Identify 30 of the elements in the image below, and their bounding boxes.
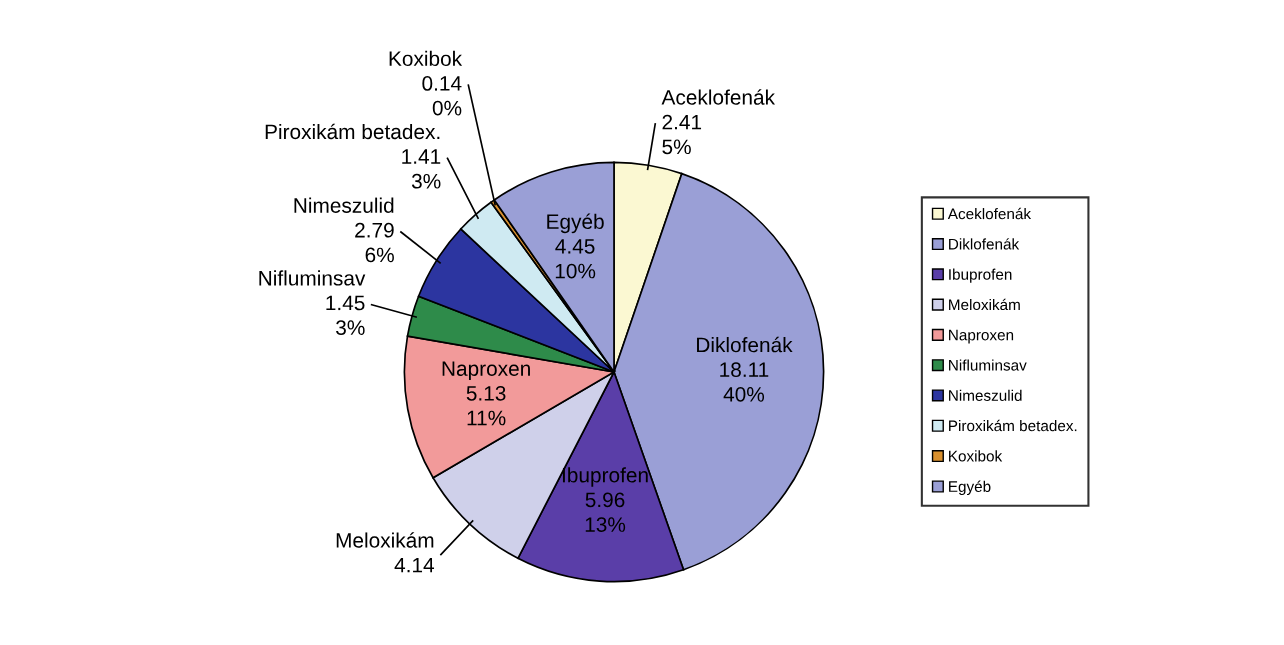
data-label: 2.79 6%	[355, 222, 394, 263]
legend-label: Ibuprofen	[949, 268, 1012, 283]
slice-label: Naproxen	[442, 361, 530, 381]
data-label: 4.14	[394, 557, 435, 573]
legend-label: Koxibok	[949, 450, 1003, 462]
slice-label: Egyéb	[547, 213, 604, 234]
legend-label: Naproxen	[949, 329, 1014, 344]
data-label: 4.45 10%	[555, 239, 596, 279]
data-label: 1.41 3%	[402, 149, 441, 189]
slice-label: Meloxikám	[336, 532, 434, 548]
legend-label: Aceklofenák	[947, 207, 1032, 220]
legend-label: Egyéb	[949, 480, 991, 496]
data-label: 18.11 40%	[720, 362, 769, 402]
legend-label: Nifluminsav	[949, 359, 1027, 371]
slice-label: Nimeszulid	[294, 197, 394, 213]
data-label: 0.14 0%	[422, 76, 462, 116]
legend-label: Diklofenák	[949, 238, 1020, 250]
data-label: 2.41 5%	[662, 114, 702, 155]
slice-label: Diklofenák	[697, 336, 793, 353]
data-label: 1.45 3%	[326, 295, 365, 335]
slice-label: Piroxikám betadex.	[265, 123, 440, 140]
data-label: 5.13 11%	[466, 385, 506, 426]
slice-label: Nifluminsav	[259, 270, 366, 286]
legend-label: Nimeszulid	[949, 389, 1022, 401]
legend-label: Meloxikám	[949, 298, 1020, 311]
slice-label: Koxibok	[389, 50, 463, 67]
slice-label: Ibuprofen	[562, 467, 648, 487]
legend-label: Piroxikám betadex.	[949, 419, 1077, 432]
data-label: 5.96 13%	[585, 492, 626, 532]
slice-label: Aceklofenák	[661, 89, 776, 105]
